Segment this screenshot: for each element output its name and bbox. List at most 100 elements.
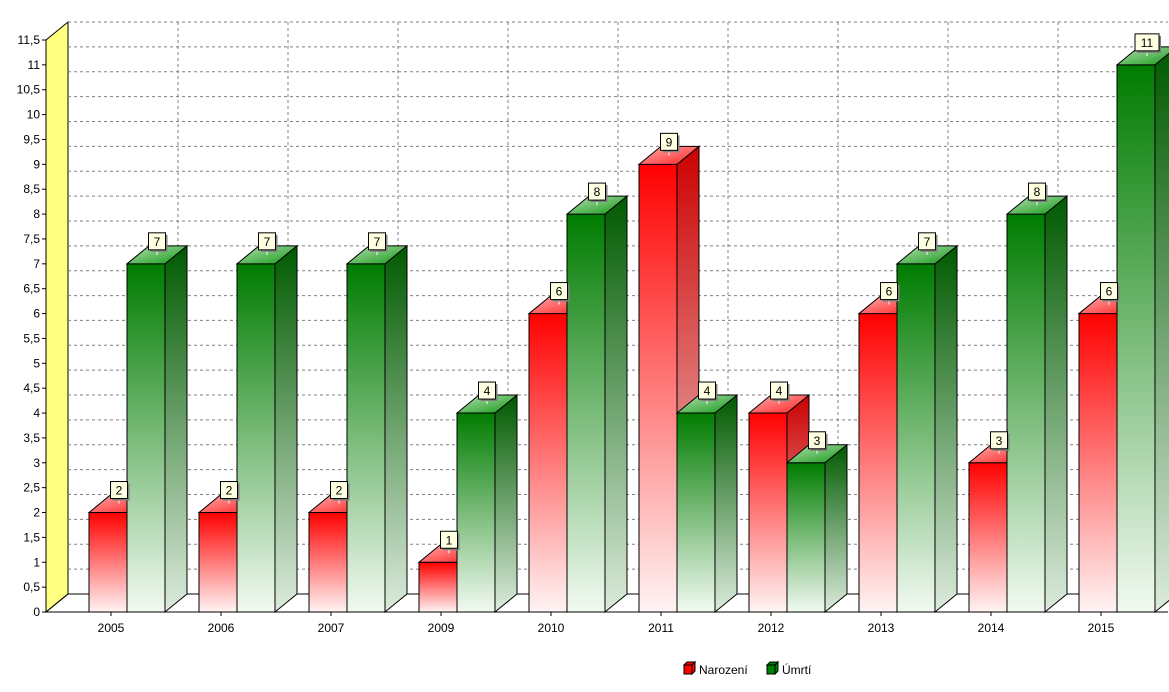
data-label-box xyxy=(478,381,496,400)
data-label: 7 xyxy=(368,232,388,255)
bar-side xyxy=(274,244,298,614)
bar xyxy=(675,393,739,614)
y-tick-label: 11 xyxy=(28,58,41,72)
bar-side xyxy=(714,393,738,614)
data-label-box xyxy=(660,132,678,151)
y-tick-label: 1,5 xyxy=(23,530,40,544)
y-tick-label: 3,5 xyxy=(23,431,40,445)
data-label-text: 2 xyxy=(116,484,123,498)
y-tick-label: 4,5 xyxy=(23,381,40,395)
x-tick-label: 2011 xyxy=(648,621,674,635)
data-label-box xyxy=(1028,182,1046,201)
bar-front xyxy=(88,512,128,613)
data-label: 9 xyxy=(660,132,680,156)
data-label: 2 xyxy=(330,481,350,504)
data-label-box xyxy=(808,431,826,450)
bar-front xyxy=(786,462,826,613)
bar-front xyxy=(1078,313,1118,613)
y-tick-label: 9 xyxy=(33,157,40,171)
bar-front xyxy=(418,561,458,613)
bar xyxy=(455,393,519,614)
x-tick-label: 2009 xyxy=(428,621,455,635)
x-tick-label: 2014 xyxy=(978,621,1005,635)
bar xyxy=(895,244,959,614)
bar-side xyxy=(494,393,518,614)
legend: Narození Úmrtí xyxy=(682,660,812,677)
x-tick-label: 2013 xyxy=(868,621,895,635)
y-tick-label: 1 xyxy=(33,555,40,569)
data-label-box xyxy=(990,431,1008,450)
legend-label: Úmrtí xyxy=(782,662,812,677)
data-label-box xyxy=(588,182,606,201)
data-label-text: 7 xyxy=(264,235,271,249)
data-label: 8 xyxy=(1028,182,1048,206)
bar-front xyxy=(968,462,1008,613)
data-label: 7 xyxy=(148,232,168,255)
data-label-box xyxy=(110,481,128,500)
y-tick-label: 4 xyxy=(33,406,40,420)
data-label: 11 xyxy=(1134,33,1161,56)
y-tick-label: 2 xyxy=(33,506,40,520)
bar-side xyxy=(384,244,408,614)
bar xyxy=(785,443,849,614)
y-tick-label: 6 xyxy=(33,307,40,321)
x-tick-label: 2007 xyxy=(318,621,345,635)
data-labels-layer: 2 7 2 7 2 7 1 4 6 8 9 4 4 3 6 7 3 8 6 11 xyxy=(110,33,1161,554)
data-label-text: 4 xyxy=(704,384,711,398)
y-tick-label: 9,5 xyxy=(23,132,40,146)
legend-swatch-side xyxy=(774,660,779,676)
data-label-box xyxy=(918,232,936,251)
bar-front xyxy=(858,313,898,613)
x-tick-label: 2006 xyxy=(208,621,235,635)
data-label-box xyxy=(148,232,166,251)
y-tick-label: 0,5 xyxy=(23,580,40,594)
data-label: 4 xyxy=(770,381,790,405)
data-label-text: 8 xyxy=(1034,185,1041,199)
y-tick-label: 8 xyxy=(33,207,40,221)
bar-front xyxy=(456,412,496,613)
bar xyxy=(1115,46,1169,614)
data-label: 4 xyxy=(698,381,718,405)
y-tick-label: 5 xyxy=(33,356,40,370)
data-label-text: 6 xyxy=(886,285,893,299)
bar-side xyxy=(1044,195,1068,614)
bar-front xyxy=(1006,213,1046,613)
data-label: 6 xyxy=(880,282,900,305)
data-label: 3 xyxy=(808,431,828,454)
bar-front xyxy=(748,412,788,613)
y-tick-label: 10 xyxy=(27,108,41,122)
y-tick-label: 8,5 xyxy=(23,182,40,196)
data-label-box xyxy=(770,381,788,400)
data-label-text: 2 xyxy=(336,484,343,498)
y-tick-label: 2,5 xyxy=(23,481,40,495)
data-label-box xyxy=(368,232,386,251)
legend-item: Narození xyxy=(682,660,748,677)
data-label-text: 1 xyxy=(446,533,453,547)
data-label-box xyxy=(330,481,348,500)
bar-front xyxy=(528,313,568,613)
data-label: 4 xyxy=(478,381,498,405)
y-tick-label: 5,5 xyxy=(23,331,40,345)
bar xyxy=(235,244,299,614)
y-tick-label: 0 xyxy=(33,605,40,619)
bar-side xyxy=(824,443,848,614)
bar-front xyxy=(638,163,678,613)
y-tick-label: 10,5 xyxy=(17,83,41,97)
bar-front xyxy=(126,263,166,613)
y-tick-label: 11,5 xyxy=(18,33,41,47)
bar xyxy=(125,244,189,614)
data-label-box xyxy=(1134,33,1160,52)
data-label-box xyxy=(1100,282,1118,301)
data-label-text: 9 xyxy=(666,135,673,149)
data-label-text: 3 xyxy=(996,434,1003,448)
data-label: 6 xyxy=(550,282,570,305)
data-label-box xyxy=(880,282,898,301)
bar-front xyxy=(308,512,348,613)
data-label-text: 7 xyxy=(154,235,161,249)
bar-side xyxy=(1154,52,1169,614)
legend-swatch xyxy=(683,664,693,675)
bar-side xyxy=(604,195,628,614)
data-label-text: 7 xyxy=(374,235,381,249)
data-label: 7 xyxy=(258,232,278,255)
